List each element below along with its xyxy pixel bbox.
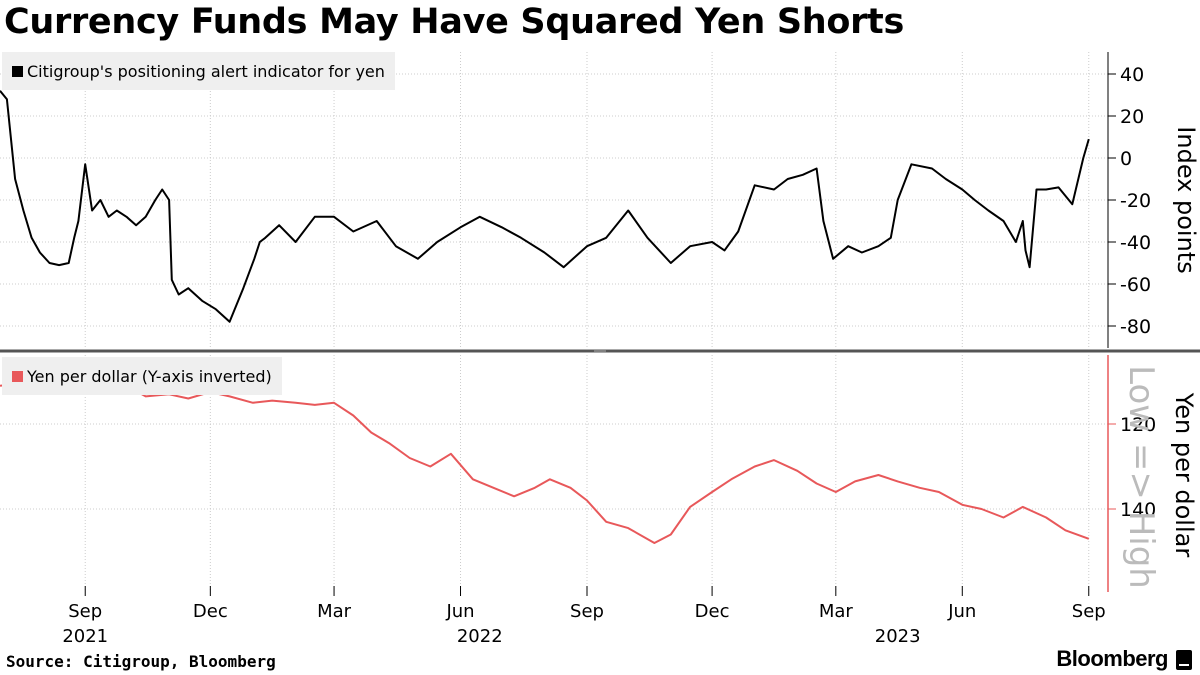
source-note: Source: Citigroup, Bloomberg [6, 652, 276, 671]
chart-title: Currency Funds May Have Squared Yen Shor… [4, 2, 905, 42]
legend-yen-label: Yen per dollar (Y-axis inverted) [27, 366, 272, 386]
y-tick-label-bottom: 120 [1120, 414, 1156, 436]
legend-indicator-label: Citigroup's positioning alert indicator … [27, 61, 385, 81]
axis-labels: Sep Dec Mar Jun Sep Dec Mar Jun Sep 2021 2022 2023 4… [62, 64, 1200, 647]
y-axis-title-bottom: Yen per dollar [1170, 392, 1198, 558]
series-line-indicator [0, 90, 1090, 323]
legend-indicator-swatch [12, 65, 23, 77]
axes [0, 52, 1200, 596]
y-tick-label-top: 0 [1120, 148, 1132, 170]
x-tick-label: Sep [68, 601, 102, 622]
legend-yen: Yen per dollar (Y-axis inverted) [2, 357, 282, 395]
y-tick-label-top: -80 [1120, 316, 1151, 338]
legend-yen-swatch [12, 370, 23, 382]
x-tick-label: Dec [695, 601, 730, 622]
x-tick-label: Jun [947, 601, 976, 622]
axis-annotation: Low => High [1121, 365, 1161, 589]
bloomberg-logo: Bloomberg [1056, 646, 1168, 671]
x-year-label: 2023 [875, 626, 921, 647]
legend-indicator: Citigroup's positioning alert indicator … [2, 52, 395, 90]
x-year-label: 2022 [457, 626, 503, 647]
y-tick-label-top: -40 [1120, 232, 1151, 254]
y-tick-label-top: -20 [1120, 190, 1151, 212]
y-axis-title-top: Index points [1172, 126, 1200, 273]
grid-lines [0, 52, 1108, 590]
series-line-yen [0, 378, 1090, 544]
y-tick-label-top: 20 [1120, 106, 1144, 128]
x-tick-label: Mar [317, 601, 352, 622]
x-tick-label: Sep [1072, 601, 1106, 622]
terminal-icon [1176, 650, 1192, 670]
x-tick-label: Mar [819, 601, 854, 622]
x-year-label: 2021 [62, 626, 108, 647]
y-tick-label-top: -60 [1120, 274, 1151, 296]
x-tick-label: Dec [193, 601, 228, 622]
x-tick-label: Jun [445, 601, 474, 622]
y-tick-label-top: 40 [1120, 64, 1144, 86]
series-lines [0, 90, 1090, 544]
y-tick-label-bottom: 140 [1120, 499, 1156, 521]
x-tick-label: Sep [570, 601, 604, 622]
